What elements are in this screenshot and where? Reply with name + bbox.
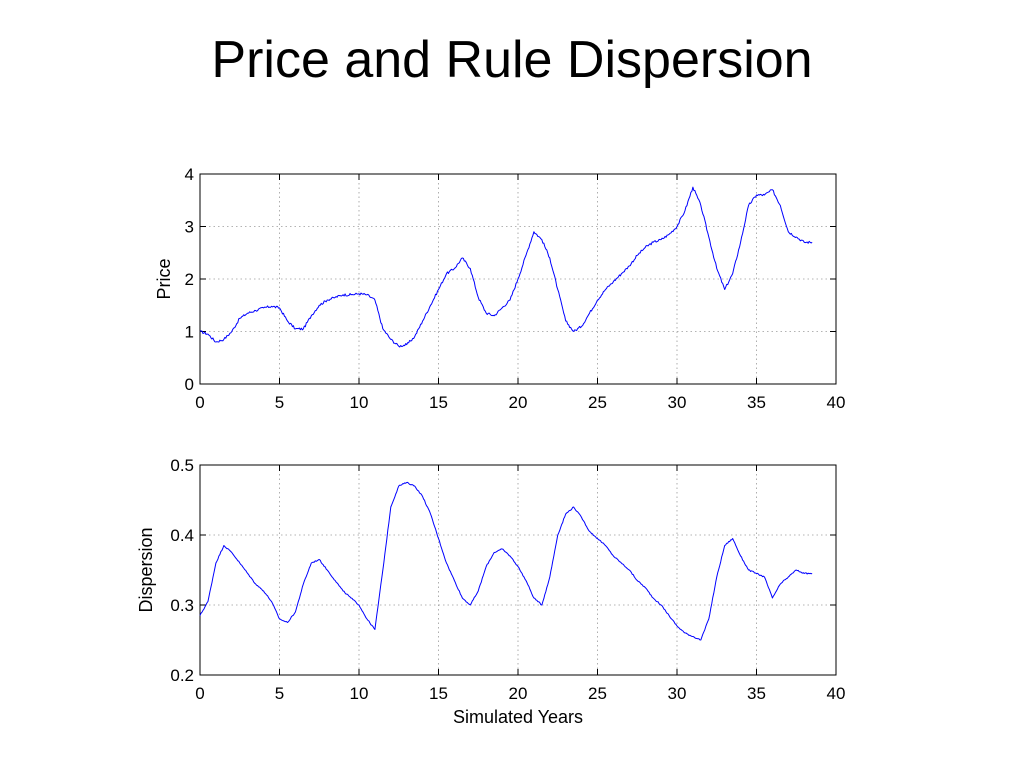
y-axis-label: Price (154, 258, 174, 299)
x-tick-label: 15 (429, 393, 448, 412)
x-tick-label: 25 (588, 393, 607, 412)
x-tick-label: 15 (429, 684, 448, 703)
y-tick-label: 0.2 (170, 666, 194, 685)
x-tick-label: 0 (195, 393, 204, 412)
x-tick-label: 30 (668, 393, 687, 412)
y-tick-label: 0.5 (170, 456, 194, 475)
series-line (199, 186, 813, 348)
x-tick-label: 35 (747, 684, 766, 703)
x-tick-label: 40 (827, 393, 846, 412)
x-tick-label: 40 (827, 684, 846, 703)
x-tick-label: 20 (509, 684, 528, 703)
y-tick-label: 1 (185, 323, 194, 342)
slide-title: Price and Rule Dispersion (211, 31, 813, 89)
dispersion-chart: 0 5 10 15 20 25 30 35 40 0.2 0.3 0.4 0.5 Dispersion Si… (136, 456, 845, 727)
y-tick-label: 4 (185, 165, 194, 184)
price-chart: 0 5 10 15 20 25 30 35 40 0 1 2 3 4 Price (154, 165, 845, 412)
y-axis-label: Dispersion (136, 527, 156, 612)
x-tick-label: 30 (668, 684, 687, 703)
y-tick-label: 2 (185, 270, 194, 289)
x-tick-label: 20 (509, 393, 528, 412)
x-tick-label: 5 (275, 393, 284, 412)
series-line (199, 481, 813, 641)
y-tick-label: 0 (185, 375, 194, 394)
y-tick-label: 0.3 (170, 596, 194, 615)
y-tick-label: 0.4 (170, 526, 194, 545)
x-axis-label: Simulated Years (453, 707, 583, 727)
x-tick-label: 10 (350, 684, 369, 703)
x-tick-label: 0 (195, 684, 204, 703)
x-tick-label: 10 (350, 393, 369, 412)
x-tick-label: 5 (275, 684, 284, 703)
y-tick-label: 3 (185, 218, 194, 237)
x-tick-label: 35 (747, 393, 766, 412)
x-tick-label: 25 (588, 684, 607, 703)
